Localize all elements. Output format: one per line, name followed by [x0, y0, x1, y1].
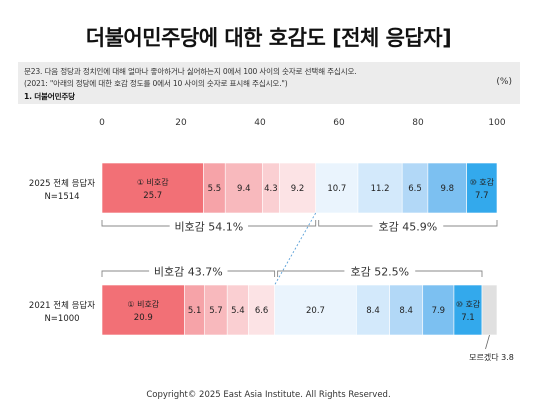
data-label: 5.7 [209, 306, 223, 316]
data-label: 5.5 [208, 184, 222, 194]
row-label: 2021 전체 응답자 [29, 300, 95, 311]
data-label: 6.6 [255, 306, 269, 316]
favorable-2025-label: 호감 45.9% [379, 221, 438, 234]
unknown-label: 모르겠다 3.8 [469, 352, 514, 362]
question-item: 1. 더불어민주당 [24, 92, 75, 101]
data-label: 9.8 [440, 184, 454, 194]
question-box: 문23. 다음 정당과 정치인에 대해 얼마나 좋아하거나 싫어하는지 0에서 … [18, 62, 520, 104]
data-label: 10.7 [327, 184, 346, 194]
question-note: (2021: "아래의 정당에 대한 호감 정도를 0에서 10 사이의 숫자로… [24, 79, 288, 88]
unit-label: (%) [496, 77, 512, 87]
data-label: 8.4 [399, 306, 413, 316]
bar-segment [427, 162, 467, 214]
unfavorable-2021-label-bg [149, 263, 228, 279]
bar-segment [279, 162, 316, 214]
bar-segment [315, 162, 359, 214]
segment-tag: ⑩ 호감 [456, 299, 481, 309]
data-label: 5.1 [188, 306, 202, 316]
favorable-2025-label-bg [372, 218, 444, 234]
x-tick-label: 100 [488, 118, 505, 128]
favorable-2021-label: 호감 52.5% [350, 266, 409, 279]
data-label: 5.4 [231, 306, 245, 316]
data-label: 9.2 [291, 184, 305, 194]
question-text: 문23. 다음 정당과 정치인에 대해 얼마나 좋아하거나 싫어하는지 0에서 … [24, 67, 357, 76]
data-label: 9.4 [237, 184, 251, 194]
data-label: 20.7 [306, 306, 325, 316]
unknown-leader-line [485, 334, 490, 350]
segment-tag: ① 비호감 [127, 299, 159, 309]
unfavorable-2021-label: 비호감 43.7% [154, 266, 223, 279]
page-title: 더불어민주당에 대한 호감도 [전체 응답자] [85, 26, 452, 50]
data-label: 20.9 [134, 313, 153, 323]
favorable-2021-label-bg [344, 263, 416, 279]
data-label: 7.1 [461, 313, 475, 323]
segment-tag: ① 비호감 [137, 177, 169, 187]
data-label: 7.7 [475, 191, 489, 201]
bar-segment [357, 162, 403, 214]
copyright-footer: Copyright© 2025 East Asia Institute. All… [146, 390, 391, 400]
data-label: 7.9 [432, 306, 446, 316]
data-label: 4.3 [264, 184, 278, 194]
row-sample-size: N=1000 [44, 314, 79, 324]
bar-segment [101, 162, 204, 214]
row-label: 2025 전체 응답자 [29, 178, 95, 189]
bar-segment [466, 162, 498, 214]
bar-segment [422, 284, 455, 336]
x-tick-label: 60 [333, 118, 345, 128]
unfavorable-2025-label-bg [169, 218, 249, 234]
data-label: 6.5 [408, 184, 422, 194]
x-tick-label: 20 [175, 118, 187, 128]
x-tick-label: 40 [254, 118, 266, 128]
neutral-boundary-connector [274, 212, 317, 286]
bar-segment [401, 162, 429, 214]
segment-tag: ⑩ 호감 [470, 177, 495, 187]
bar-segment [248, 284, 275, 336]
data-label: 11.2 [371, 184, 390, 194]
unfavorable-2025-label: 비호감 54.1% [174, 221, 243, 234]
row-sample-size: N=1514 [44, 192, 79, 202]
x-tick-label: 80 [412, 118, 424, 128]
bar-segment [101, 284, 185, 336]
x-tick-label: 0 [99, 118, 105, 128]
bar-segment-unknown [481, 284, 498, 336]
data-label: 25.7 [143, 191, 162, 201]
bar-segment [356, 284, 390, 336]
data-label: 8.4 [366, 306, 380, 316]
bar-segment [453, 284, 483, 336]
